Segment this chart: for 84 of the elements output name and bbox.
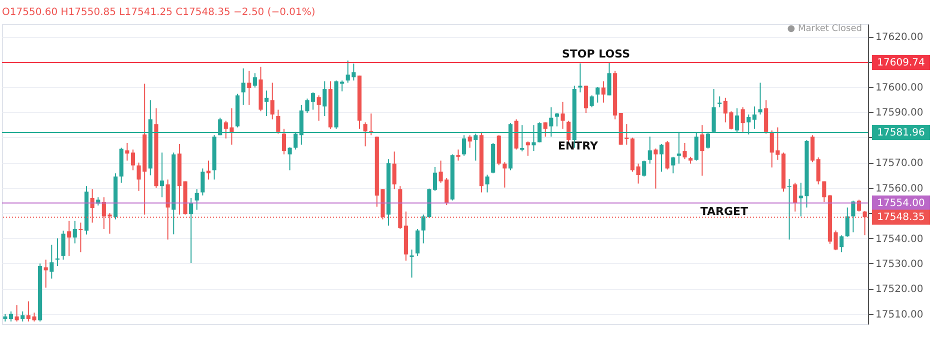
candlestick xyxy=(276,109,280,134)
candlestick xyxy=(840,234,844,253)
candlestick xyxy=(648,136,652,164)
candlestick xyxy=(654,148,658,190)
candlestick xyxy=(845,207,850,238)
candlestick xyxy=(764,100,768,134)
candlestick xyxy=(130,149,136,171)
candlestick xyxy=(322,80,327,117)
text: 17609.74 xyxy=(877,57,925,68)
y-tick-label: 17620.00 xyxy=(876,32,924,44)
y-tick-label: 17530.00 xyxy=(876,258,924,270)
candlestick xyxy=(462,134,466,156)
ref-line-label: TARGET xyxy=(700,204,748,218)
candlestick xyxy=(787,178,792,240)
candlestick xyxy=(392,151,396,190)
candlestick xyxy=(125,142,130,162)
candlestick xyxy=(584,85,588,114)
candlestick xyxy=(410,249,414,278)
candlestick xyxy=(50,244,54,280)
candlestick xyxy=(502,162,507,188)
candlestick xyxy=(264,90,269,117)
candlestick xyxy=(270,82,274,120)
candlestick xyxy=(566,120,571,142)
candlestick xyxy=(316,94,321,122)
candlestick xyxy=(432,166,438,192)
text: 17581.96 xyxy=(877,128,925,139)
candlestick xyxy=(590,94,594,108)
candlestick xyxy=(671,156,676,174)
candlestick xyxy=(718,96,722,108)
candlestick xyxy=(607,62,612,96)
y-tick-label: 17510.00 xyxy=(876,309,924,320)
candlestick xyxy=(816,156,820,185)
candlestick xyxy=(78,222,83,253)
candlestick xyxy=(596,86,600,104)
candlestick xyxy=(44,259,48,288)
candlestick xyxy=(659,144,664,172)
candlestick xyxy=(14,304,19,322)
candlestick xyxy=(554,112,560,127)
candlestick xyxy=(758,82,762,116)
candlestick xyxy=(206,160,211,180)
candlestick xyxy=(160,152,164,198)
candlestick xyxy=(822,180,826,202)
candlestick xyxy=(288,146,292,171)
y-tick-label: 17560.00 xyxy=(876,183,924,194)
candlestick xyxy=(793,182,798,212)
text: O17550.60 H17550.85 L17541.25 C17548.35 −2.50 (−0.01%) xyxy=(2,7,316,18)
candlestick xyxy=(72,220,77,244)
ref-line-label: STOP LOSS xyxy=(562,47,630,60)
text: 17554.00 xyxy=(877,198,925,209)
candlestick xyxy=(526,140,530,156)
y-tick-label: 17570.00 xyxy=(876,158,924,170)
candlestick xyxy=(282,128,286,155)
y-tick-label: 17590.00 xyxy=(876,108,924,119)
candlestick xyxy=(194,188,199,210)
candlestick xyxy=(700,124,704,176)
text: 17548.35 xyxy=(877,212,925,224)
candlestick xyxy=(200,168,205,196)
candlestick xyxy=(642,160,646,178)
candlestick xyxy=(67,220,72,256)
candlestick xyxy=(752,106,756,130)
candlestick xyxy=(601,80,606,104)
candlestick xyxy=(416,228,420,256)
candlestick xyxy=(468,134,472,148)
y-tick-label: 17600.00 xyxy=(876,82,924,94)
candlestick xyxy=(252,72,257,88)
candlestick xyxy=(636,163,640,184)
annotation: ● Market Closed xyxy=(787,24,862,34)
candlestick xyxy=(543,122,548,138)
ref-line-label: ENTRY xyxy=(558,140,600,153)
candlestick xyxy=(456,149,460,162)
y-tick-label: 17520.00 xyxy=(876,284,924,296)
candlestick xyxy=(247,70,252,106)
candlestick xyxy=(485,174,490,193)
candlestick xyxy=(20,310,25,322)
candlestick xyxy=(851,200,856,233)
candlestick xyxy=(560,101,565,130)
candlestick xyxy=(682,142,687,160)
candlestick xyxy=(740,106,745,132)
candlestick xyxy=(61,230,66,260)
y-tick-label: 17540.00 xyxy=(876,234,924,245)
candlestick xyxy=(8,310,14,322)
candlestick xyxy=(241,68,246,106)
candlestick xyxy=(189,197,194,264)
candlestick xyxy=(810,134,815,163)
